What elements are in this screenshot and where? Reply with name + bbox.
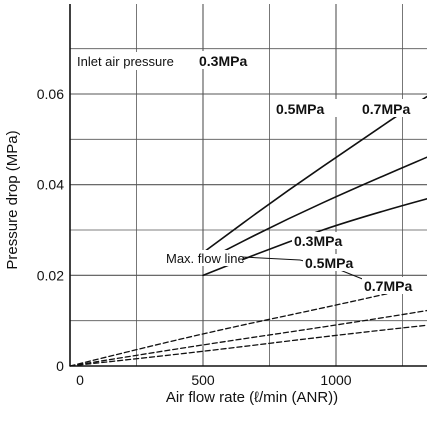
solid-label-bg-1: [197, 51, 261, 69]
x-tick-label: 0: [76, 372, 84, 388]
dashed-label-bg-2: [303, 254, 367, 271]
inlet-air-pressure-label: Inlet air pressure: [77, 54, 174, 69]
y-tick-label: 0.04: [37, 177, 64, 193]
inlet-label-bg: [76, 52, 194, 70]
solid-label-0-5: 0.5MPa: [276, 101, 324, 117]
y-axis-title: Pressure drop (MPa): [4, 130, 21, 269]
dashed-label-bg-3: [362, 277, 427, 294]
series-layer: [69, 95, 427, 367]
solid-label-0-3: 0.3MPa: [199, 53, 247, 69]
max-flow-line-label: Max. flow line: [166, 251, 245, 266]
solid-label-bg-2: [274, 99, 338, 117]
solid-label-0-7: 0.7MPa: [362, 101, 410, 117]
max-flow-label-bg: [164, 250, 242, 266]
series-line-dashed-07: [69, 324, 427, 367]
dashed-label-0-7: 0.7MPa: [364, 278, 412, 294]
solid-label-bg-3: [360, 99, 427, 117]
x-axis-title: Air flow rate (ℓ/min (ANR)): [166, 389, 338, 406]
series-line-dashed-05: [69, 309, 427, 367]
dashed-label-bg-1: [292, 232, 356, 249]
x-tick-label: 500: [191, 372, 215, 388]
axes: [69, 4, 427, 367]
series-line-solid-07: [202, 198, 427, 277]
dashed-label-0-5: 0.5MPa: [305, 255, 353, 271]
y-tick-label: 0.06: [37, 86, 64, 102]
tick-labels: 050010001500200025000.020.040.06: [37, 86, 352, 388]
series-line-solid-03: [202, 95, 427, 254]
x-tick-label: 1000: [320, 372, 351, 388]
dashed-label-0-3: 0.3MPa: [294, 233, 342, 249]
y-tick-label: 0.02: [37, 267, 64, 283]
series-line-solid-05: [202, 156, 427, 263]
origin-label: 0: [56, 358, 64, 374]
